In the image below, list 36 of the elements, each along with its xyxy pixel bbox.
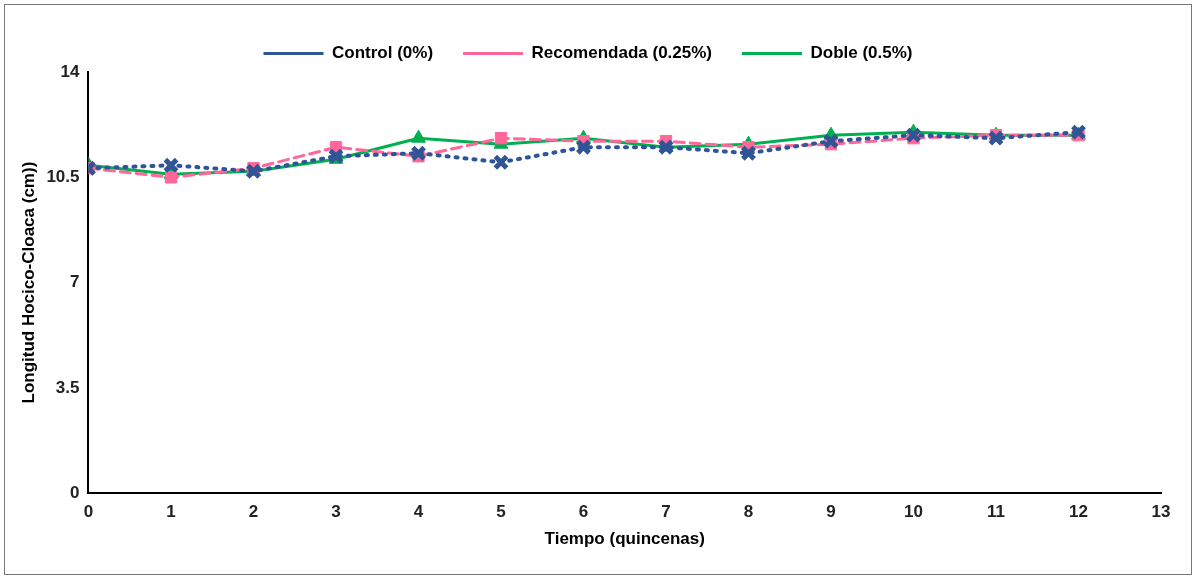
x-tick-label: 11 xyxy=(987,502,1005,522)
x-tick-label: 6 xyxy=(578,502,589,522)
point xyxy=(492,154,510,171)
point xyxy=(162,157,180,174)
x-tick-label: 3 xyxy=(331,502,341,522)
y-tick-label: 3.5 xyxy=(55,377,80,397)
point xyxy=(494,132,508,145)
legend-label: Doble (0.5%) xyxy=(810,43,913,63)
point xyxy=(245,163,262,180)
point xyxy=(164,171,178,184)
y-axis-title: Longitud Hocico-Cloaca (cm)) xyxy=(18,161,38,404)
x-tick-label: 12 xyxy=(1069,502,1088,522)
y-tick-label: 7 xyxy=(70,272,80,292)
x-tick-label: 13 xyxy=(1151,502,1171,522)
x-tick-label: 8 xyxy=(743,502,754,522)
point xyxy=(410,145,427,162)
y-tick-label: 14 xyxy=(60,61,81,81)
point xyxy=(740,145,757,162)
legend-label: Control (0%) xyxy=(331,43,434,63)
point xyxy=(987,130,1005,147)
x-tick-label: 1 xyxy=(166,502,176,522)
point xyxy=(657,139,675,156)
x-tick-label: 10 xyxy=(904,502,923,522)
x-tick-label: 5 xyxy=(496,502,506,522)
y-tick-label: 10.5 xyxy=(46,166,80,186)
point xyxy=(575,139,592,156)
legend-label: Recomendada (0.25%) xyxy=(531,43,712,63)
x-tick-label: 2 xyxy=(248,502,259,522)
x-tick-label: 7 xyxy=(661,502,671,522)
y-tick-label: 0 xyxy=(70,482,80,502)
point xyxy=(822,133,840,150)
point xyxy=(905,127,922,144)
x-tick-label: 4 xyxy=(413,502,424,522)
x-tick-label: 0 xyxy=(83,502,94,522)
x-tick-label: 9 xyxy=(826,502,836,522)
x-axis-title: Tiempo (quincenas) xyxy=(544,529,705,549)
